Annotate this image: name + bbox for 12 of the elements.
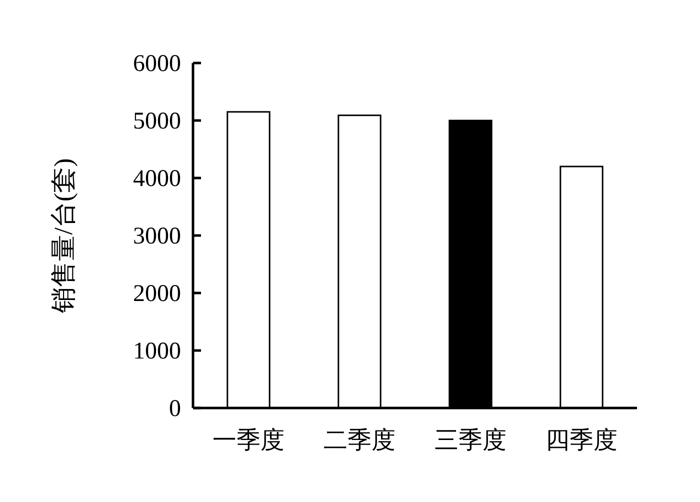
y-tick-label: 6000 bbox=[133, 51, 181, 77]
y-axis-title: 销售量/台(套) bbox=[49, 158, 78, 314]
y-tick-label: 1000 bbox=[133, 338, 181, 364]
x-tick-label: 二季度 bbox=[324, 427, 396, 454]
y-tick-label: 0 bbox=[169, 396, 181, 422]
x-tick-label: 四季度 bbox=[546, 427, 618, 454]
y-tick-label: 5000 bbox=[133, 108, 181, 134]
x-tick-label: 三季度 bbox=[434, 427, 506, 454]
x-tick-label: 一季度 bbox=[212, 427, 284, 454]
y-tick-label: 3000 bbox=[133, 224, 181, 250]
y-tick-label: 4000 bbox=[133, 166, 181, 192]
y-tick-label: 2000 bbox=[133, 281, 181, 307]
